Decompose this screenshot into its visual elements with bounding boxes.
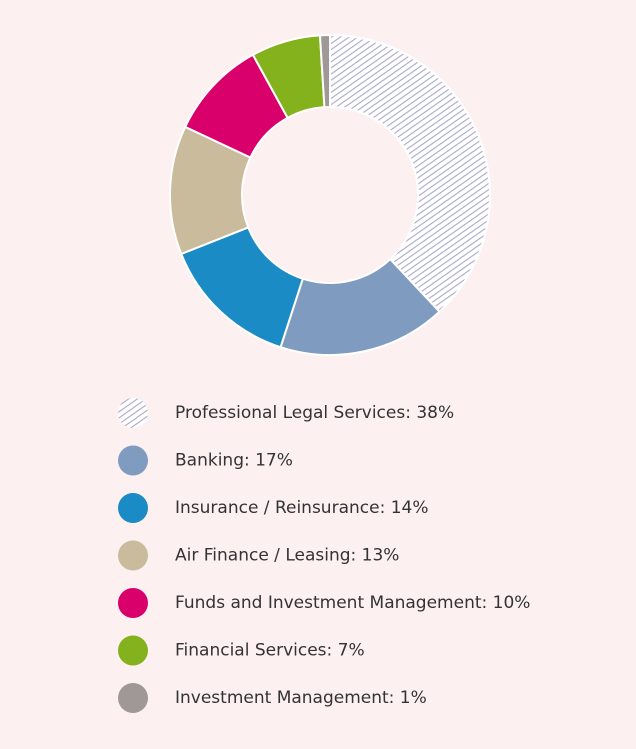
legend-label: Banking: 17% <box>175 451 293 471</box>
donut-slice <box>318 33 331 109</box>
donut-slice <box>329 33 491 314</box>
legend-label: Air Finance / Leasing: 13% <box>175 546 399 566</box>
legend-label: Investment Management: 1% <box>175 688 427 708</box>
legend-swatch <box>118 493 148 523</box>
legend-swatch <box>118 398 148 428</box>
legend-swatch <box>118 588 148 618</box>
legend-swatch <box>118 635 148 666</box>
legend-swatch <box>118 683 148 713</box>
legend-label: Financial Services: 7% <box>175 641 365 661</box>
legend-swatch <box>118 540 148 571</box>
legend-swatch <box>118 445 148 476</box>
legend-label: Professional Legal Services: 38% <box>175 403 454 423</box>
legend-label: Funds and Investment Management: 10% <box>175 593 530 613</box>
legend-label: Insurance / Reinsurance: 14% <box>175 498 428 518</box>
